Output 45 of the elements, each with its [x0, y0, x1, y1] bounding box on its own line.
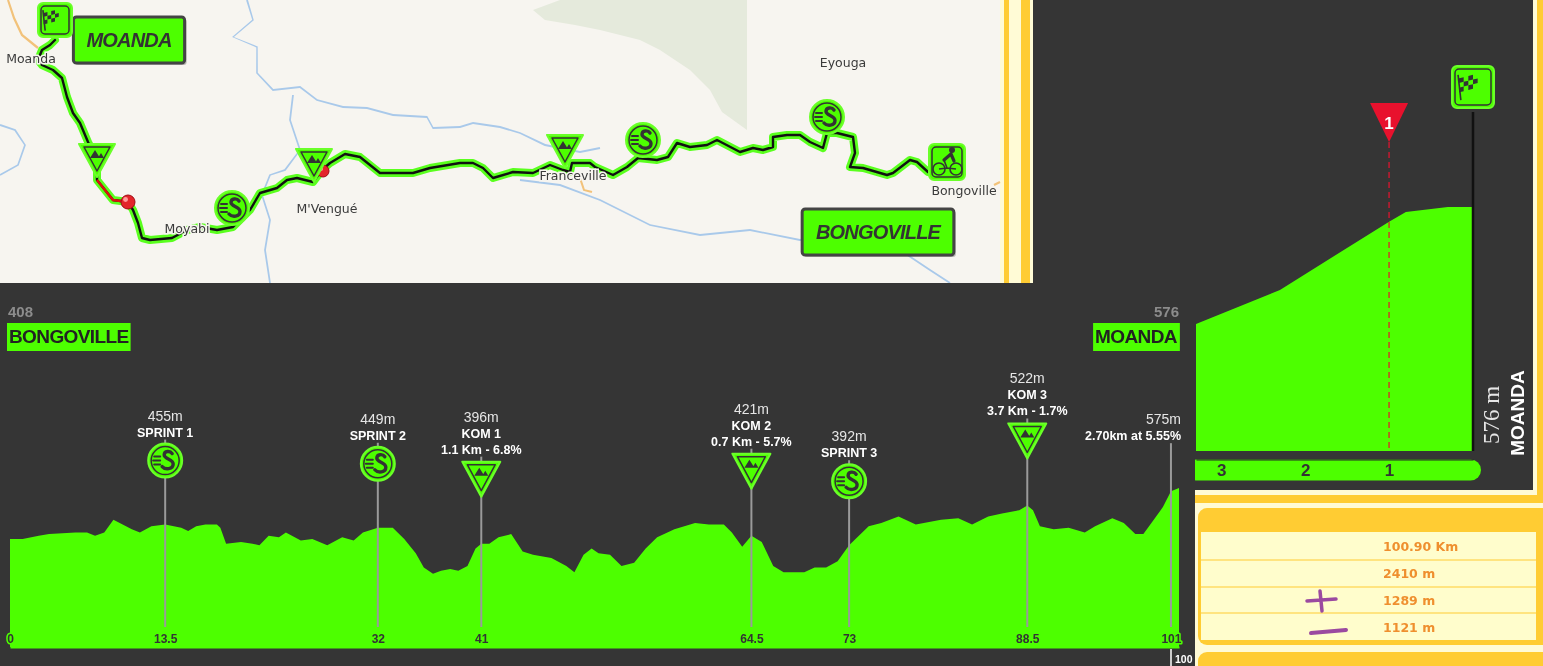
ref-line-label: SPRINT 3: [820, 446, 878, 461]
text: 1121 m: [1383, 619, 1436, 635]
text: Moyabi: [164, 221, 210, 236]
ref-line-label: KOM 3: [1007, 388, 1048, 403]
text: M'Vengué: [296, 201, 358, 216]
text: Franceville: [539, 168, 607, 183]
text: 576 m: [1478, 385, 1504, 445]
x-tick-label: 13.5: [154, 632, 178, 646]
ref-line-label: SPRINT 1: [137, 425, 194, 440]
text: 1.1 Km - 6.8%: [440, 442, 522, 457]
text: 100: [1175, 653, 1193, 665]
ref-line-label: 1: [1384, 114, 1394, 133]
text: 3.7 Km - 1.7%: [986, 404, 1068, 419]
text: MOANDA: [86, 29, 172, 51]
text: MOANDA: [1095, 326, 1178, 347]
text: 449m: [360, 410, 396, 427]
text: 576: [1153, 303, 1179, 320]
text: 1289 m: [1383, 592, 1436, 608]
text: BONGOVILLE: [815, 221, 942, 243]
text: 575m: [1145, 411, 1181, 428]
text: 408: [8, 303, 34, 320]
ref-line-label: SPRINT 2: [349, 428, 406, 443]
x-tick-label: 32: [371, 632, 386, 646]
ref-line-label: KOM 2: [731, 418, 772, 433]
x-tick-label: 41: [475, 632, 489, 646]
text: 396m: [463, 408, 499, 425]
text: 2410 m: [1383, 565, 1436, 581]
x-tick-label: 64.5: [740, 632, 764, 646]
ref-line-label: 2.70km at 5.55%: [1085, 429, 1181, 444]
text: 522m: [1009, 370, 1045, 387]
text: 392m: [831, 428, 867, 445]
text: 421m: [733, 400, 769, 417]
text: 100.90 Km: [1383, 538, 1459, 554]
text: MOANDA: [1506, 369, 1528, 456]
x-tick-label: 1: [1384, 461, 1395, 481]
text: 0.7 Km - 5.7%: [711, 434, 792, 449]
ref-line-label: KOM 1: [461, 426, 502, 441]
text: Eyouga: [819, 55, 867, 70]
x-tick-label: 3: [1216, 461, 1227, 481]
text: 455m: [147, 407, 183, 424]
text: BONGOVILLE: [9, 326, 129, 347]
x-tick-label: 2: [1300, 461, 1311, 481]
text: Bongoville: [931, 183, 997, 198]
x-tick-label: 73: [842, 632, 857, 646]
x-tick-label: 88.5: [1016, 632, 1040, 646]
